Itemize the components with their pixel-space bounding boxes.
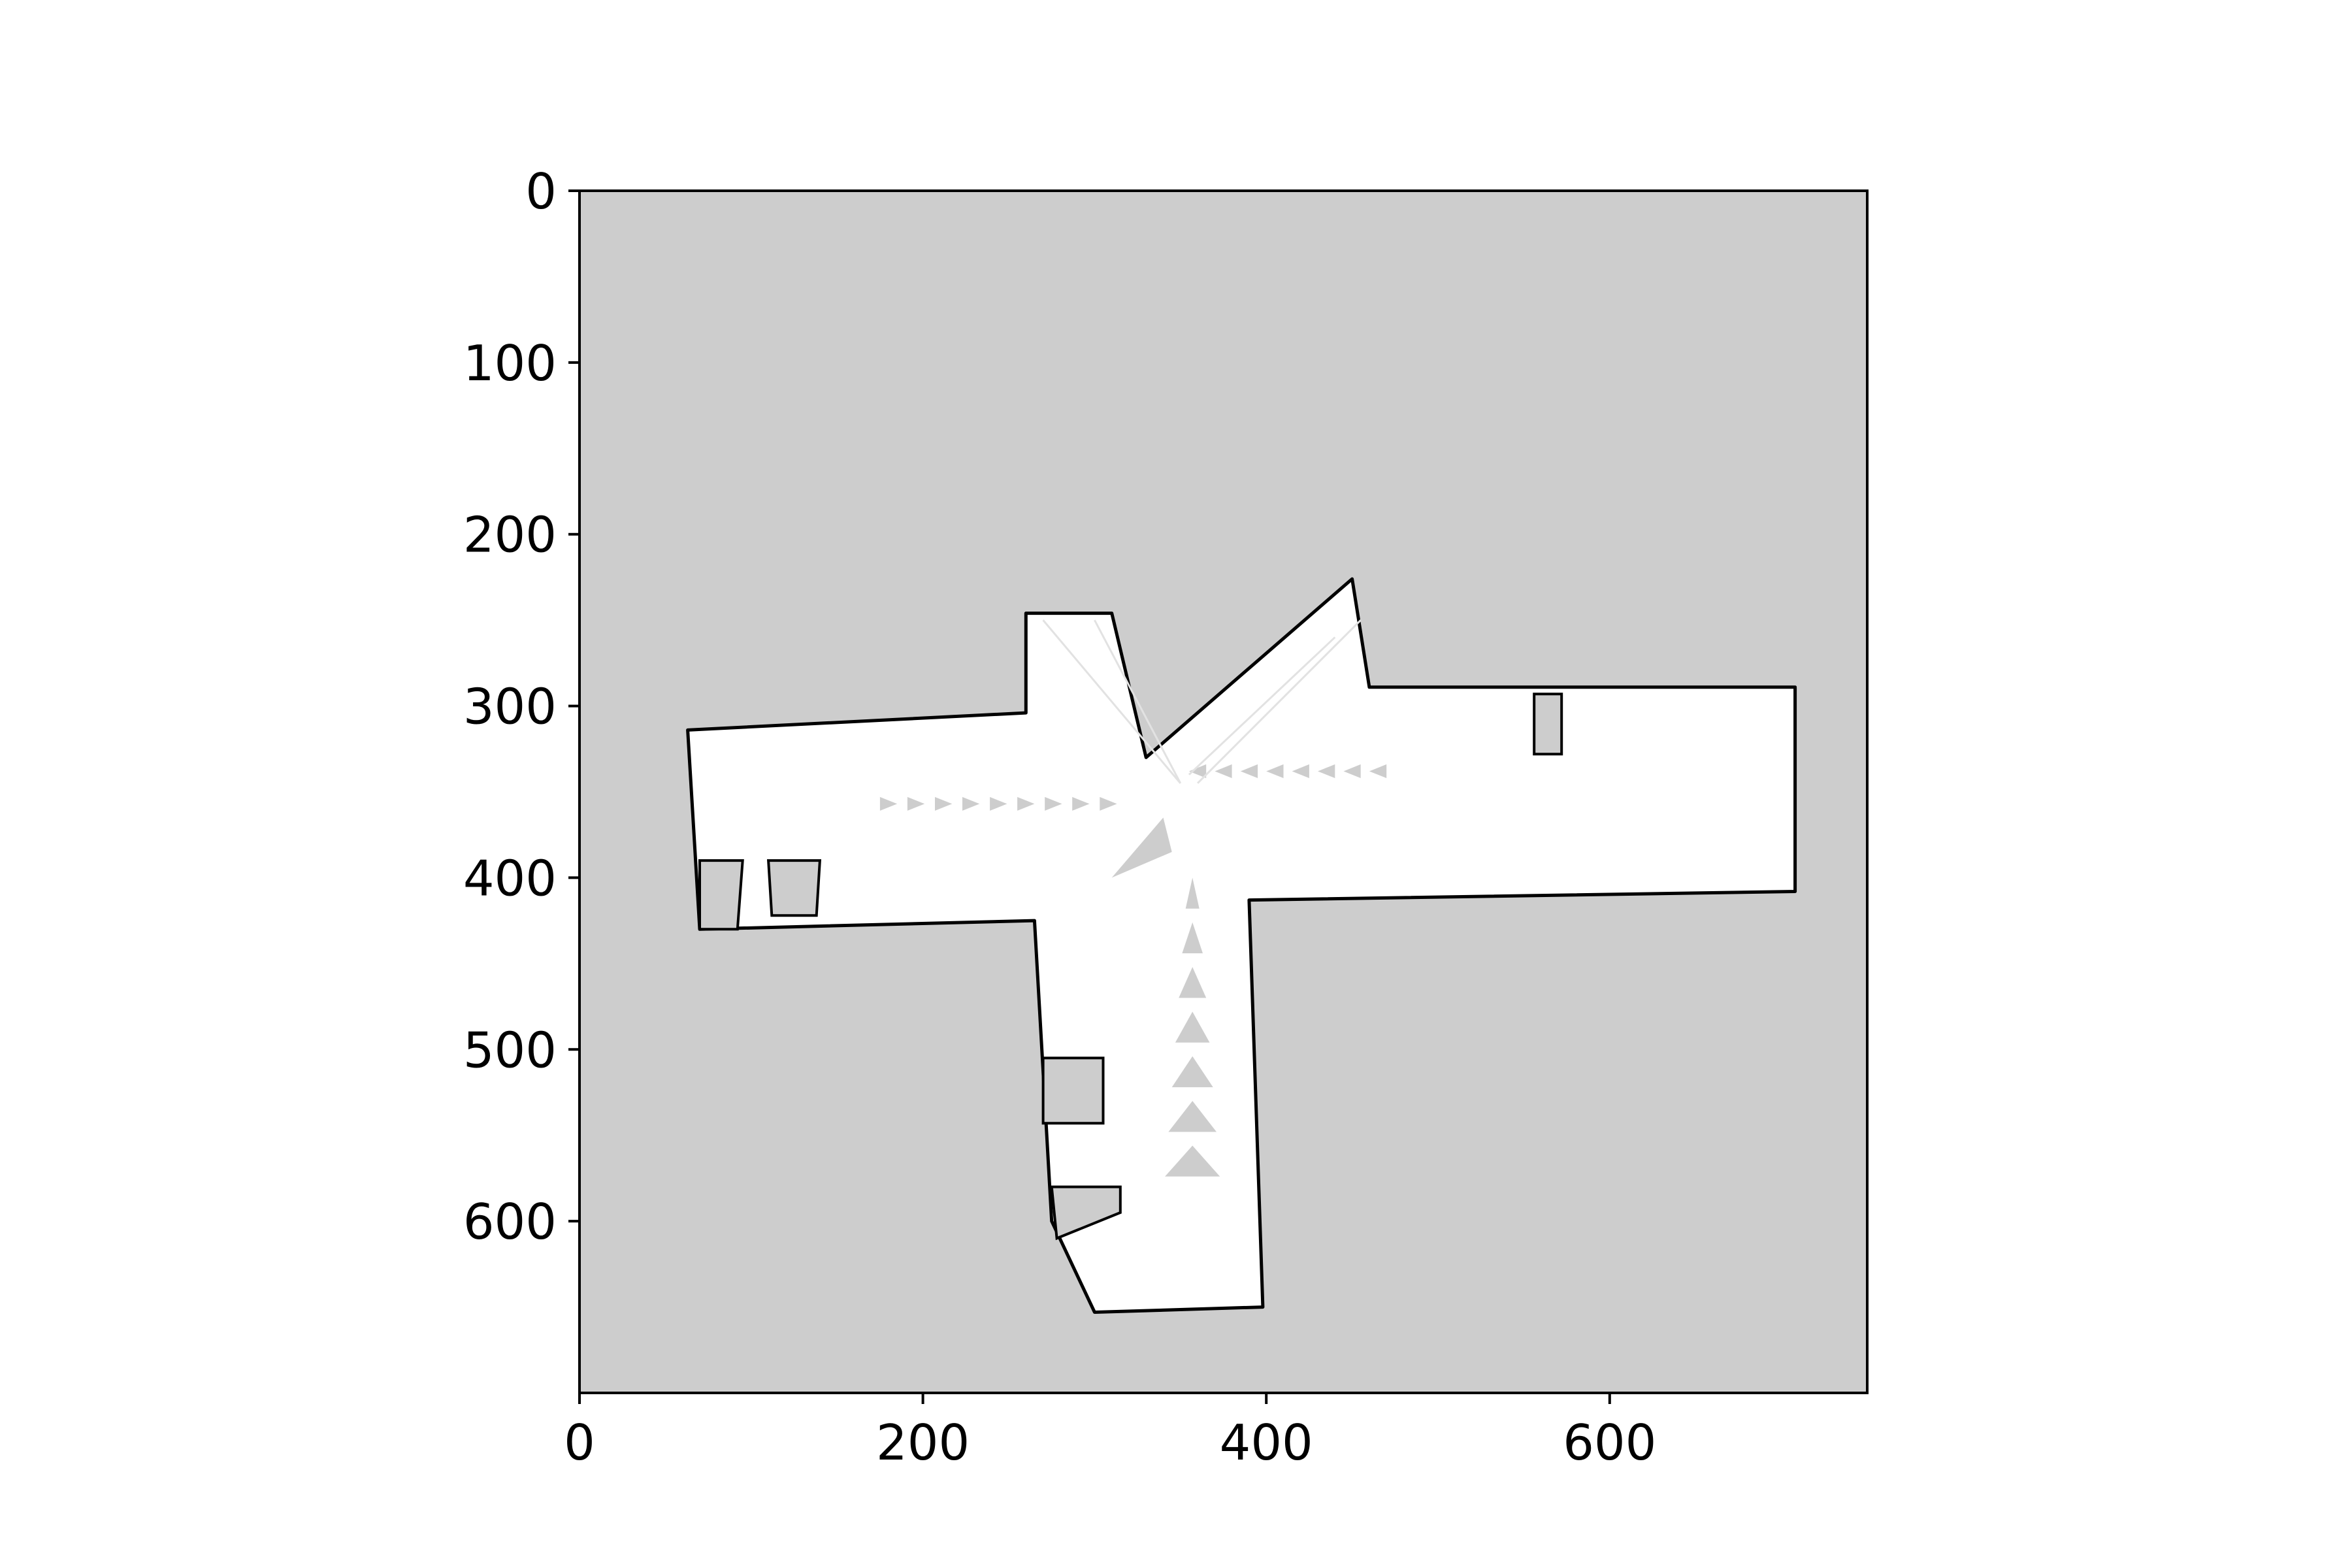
x-tick-label: 0 [564, 1414, 595, 1471]
y-tick-label: 300 [463, 678, 557, 736]
y-tick-label: 0 [525, 163, 557, 220]
unknown-pocket-1 [698, 859, 744, 931]
scan-wedge [1240, 764, 1258, 778]
unknown-pocket-3 [1041, 1056, 1105, 1125]
scan-line [1188, 636, 1336, 776]
y-tick-label: 100 [463, 335, 557, 392]
scan-wedge [1292, 764, 1309, 778]
y-tick-label: 200 [463, 506, 557, 564]
scan-ray-artifacts [879, 764, 1387, 1177]
scan-wedge [1182, 922, 1203, 954]
x-tick-label: 600 [1563, 1414, 1656, 1471]
scan-wedge [1188, 764, 1207, 778]
y-tick-label: 400 [463, 849, 557, 907]
scan-lines [1042, 619, 1362, 784]
unknown-pocket-4 [1050, 1185, 1122, 1241]
map-layer [686, 577, 1797, 1314]
scan-line [1197, 619, 1362, 784]
scan-wedge [990, 796, 1007, 811]
scan-wedge [1215, 764, 1232, 778]
y-tick-label: 600 [463, 1193, 557, 1250]
scan-wedge [1017, 796, 1035, 811]
unknown-pocket-2 [766, 859, 822, 917]
scan-wedge [1072, 796, 1090, 811]
scan-wedge [1318, 764, 1335, 778]
scan-wedge [1111, 817, 1172, 878]
scan-wedge [1100, 796, 1117, 811]
x-tick-label: 400 [1220, 1414, 1313, 1471]
axes-frame [578, 189, 1869, 1394]
y-tick-label: 500 [463, 1021, 557, 1079]
scan-line [1042, 619, 1181, 784]
scan-wedge [1369, 764, 1387, 778]
scan-wedge [962, 796, 980, 811]
scan-wedge [1168, 1101, 1217, 1132]
scan-wedge [935, 796, 953, 811]
scan-wedge [1175, 1011, 1210, 1043]
scan-line [1094, 619, 1182, 784]
scan-wedge [1165, 1145, 1220, 1177]
scan-wedge [1045, 796, 1062, 811]
x-tick-label: 200 [876, 1414, 970, 1471]
scan-wedge [907, 796, 925, 811]
scan-wedge [879, 796, 898, 811]
scan-wedge [1266, 764, 1284, 778]
scan-wedge [1343, 764, 1361, 778]
scan-wedge [1179, 967, 1207, 998]
scan-wedge [1185, 877, 1200, 909]
scan-wedge [1171, 1056, 1213, 1088]
unknown-pocket-0 [1533, 693, 1563, 756]
plot-area [578, 189, 1869, 1394]
y-axis: 0 100 200 300 400 500 600 [463, 163, 580, 1250]
x-axis: 0 200 400 600 [564, 1393, 1656, 1471]
